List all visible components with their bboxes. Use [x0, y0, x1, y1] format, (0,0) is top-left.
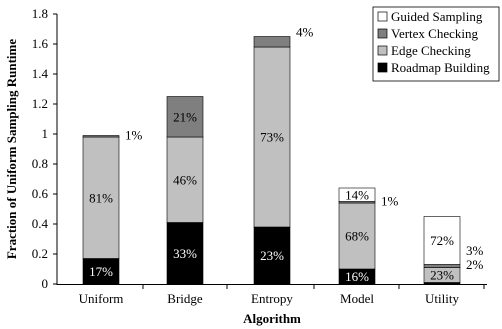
y-tick-label: 1.4: [32, 66, 49, 81]
data-label: 1%: [381, 194, 399, 209]
data-label: 23%: [430, 268, 454, 283]
x-tick-label: Bridge: [167, 291, 203, 306]
legend-label: Vertex Checking: [391, 26, 479, 41]
x-tick-label: Utility: [425, 291, 459, 306]
x-tick-label: Model: [340, 291, 374, 306]
data-label: 46%: [173, 172, 197, 187]
y-tick-label: 0.8: [32, 156, 48, 171]
legend-label: Guided Sampling: [391, 9, 483, 24]
bar-segment: [338, 187, 376, 202]
bar-segment: [166, 96, 204, 138]
bar-segment: [166, 136, 204, 223]
y-tick-label: 1.2: [32, 96, 48, 111]
legend-label: Edge Checking: [391, 43, 471, 58]
data-label: 3%: [466, 243, 484, 258]
axes: [56, 14, 487, 285]
data-labels: 17% 81% 1% 33% 46% 21% 23% 73% 4% 16% 68% 1% 14% 2% 23…: [89, 25, 483, 285]
y-tick-label: 0.6: [32, 186, 49, 201]
x-axis-ticks: Uniform Bridge Entropy Model Utility: [79, 284, 485, 306]
bars: [82, 36, 461, 285]
data-label: 68%: [345, 229, 369, 244]
y-tick-label: 0.4: [32, 216, 49, 231]
x-tick-label: Uniform: [79, 291, 124, 306]
data-label: 2%: [466, 257, 484, 272]
y-axis-ticks: 0 0.2 0.4 0.6 0.8 1 1.2 1.4 1.6 1.8: [32, 6, 57, 291]
legend-label: Roadmap Building: [391, 60, 490, 75]
data-label: 33%: [173, 246, 197, 261]
bar-segment: [253, 36, 291, 48]
data-label: 16%: [345, 269, 369, 284]
bar-segment: [82, 136, 120, 259]
data-label: 72%: [430, 233, 454, 248]
legend: Guided Sampling Vertex Checking Edge Check…: [372, 6, 500, 82]
data-label: 21%: [173, 109, 197, 124]
y-tick-label: 0.2: [32, 246, 48, 261]
legend-swatch: [377, 11, 388, 22]
data-label: 23%: [260, 248, 284, 263]
data-label: 73%: [260, 130, 284, 145]
data-label: 4%: [296, 25, 314, 40]
legend-swatch: [377, 28, 388, 39]
data-label: 17%: [89, 264, 113, 279]
y-tick-label: 1.6: [32, 36, 49, 51]
bar-segment: [253, 46, 291, 228]
bar-segment: [82, 135, 120, 138]
data-label: 81%: [89, 190, 113, 205]
data-label: 1%: [125, 128, 143, 143]
x-axis-title: Algorithm: [243, 311, 301, 326]
y-tick-label: 1.8: [32, 6, 48, 21]
x-tick-label: Entropy: [251, 291, 293, 306]
legend-swatch: [377, 62, 388, 73]
data-label: 14%: [345, 187, 369, 202]
legend-box: [372, 6, 500, 82]
y-axis-title: Fraction of Uniform Sampling Runtime: [4, 39, 19, 260]
bar-segment: [253, 226, 291, 285]
y-tick-label: 1: [42, 126, 49, 141]
bar-segment: [423, 216, 461, 265]
legend-swatch: [377, 45, 388, 56]
y-tick-label: 0: [42, 276, 49, 291]
